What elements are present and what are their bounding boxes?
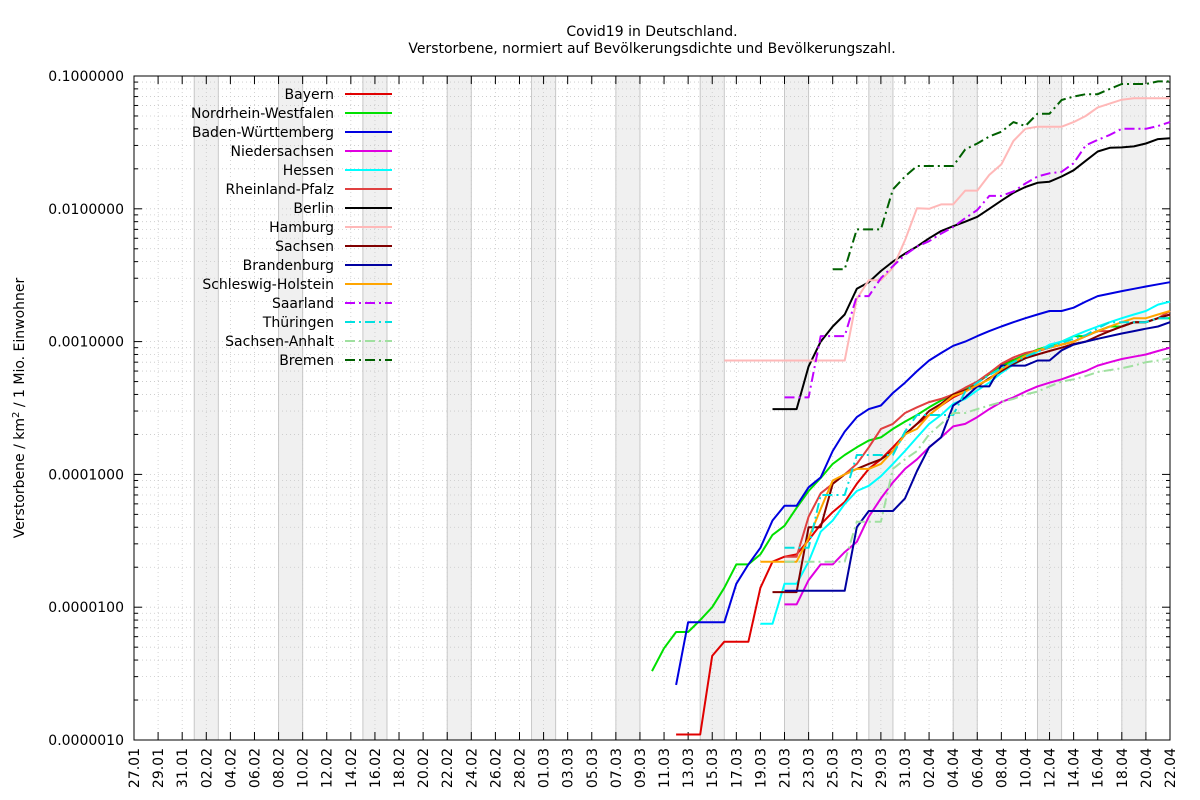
x-tick-label: 26.02 xyxy=(488,748,504,788)
x-tick-label: 27.01 xyxy=(127,748,143,788)
x-tick-label: 18.04 xyxy=(1115,748,1131,788)
x-tick-label: 13.03 xyxy=(681,748,697,788)
series-line xyxy=(724,97,1170,362)
x-tick-label: 16.04 xyxy=(1091,748,1107,788)
y-axis-label-main: Verstorbene / km xyxy=(12,418,28,538)
x-tick-label: 20.04 xyxy=(1139,748,1155,788)
legend-label: Bayern xyxy=(285,87,334,103)
x-tick-label: 01.03 xyxy=(537,748,553,788)
x-tick-label: 23.03 xyxy=(802,748,818,788)
x-tick-label: 29.01 xyxy=(151,748,167,788)
x-tick-label: 22.02 xyxy=(440,748,456,788)
x-tick-label: 10.02 xyxy=(296,748,312,788)
legend-label: Saarland xyxy=(272,296,334,312)
x-tick-label: 06.02 xyxy=(247,748,263,788)
x-tick-label: 12.02 xyxy=(320,748,336,788)
x-tick-label: 17.03 xyxy=(729,748,745,788)
series-lines xyxy=(651,80,1171,736)
series-line xyxy=(784,321,1171,592)
legend-label: Brandenburg xyxy=(243,258,334,274)
x-tick-label: 22.04 xyxy=(1163,748,1179,788)
series-line xyxy=(784,121,1171,399)
weekend-band xyxy=(278,75,304,741)
weekend-band xyxy=(1121,75,1147,741)
legend-label: Thüringen xyxy=(262,315,334,331)
legend-label: Bremen xyxy=(279,353,334,369)
weekend-band xyxy=(615,75,641,741)
x-tick-label: 19.03 xyxy=(753,748,769,788)
chart-title: Covid19 in Deutschland. xyxy=(566,24,737,40)
x-tick-label: 03.03 xyxy=(561,748,577,788)
weekend-band xyxy=(446,75,472,741)
x-tick-label: 31.03 xyxy=(898,748,914,788)
legend-label: Hamburg xyxy=(269,220,334,236)
x-tick-label: 27.03 xyxy=(850,748,866,788)
series-line xyxy=(675,281,1171,686)
x-tick-label: 02.02 xyxy=(199,748,215,788)
x-tick-label: 29.03 xyxy=(874,748,890,788)
x-tick-label: 04.04 xyxy=(946,748,962,788)
y-axis-label-superscript: 2 xyxy=(11,412,22,418)
x-tick-label: 09.03 xyxy=(633,748,649,788)
x-tick-label: 15.03 xyxy=(705,748,721,788)
legend-label: Sachsen xyxy=(275,239,334,255)
plot-frame xyxy=(133,75,1171,741)
x-tick-label: 21.03 xyxy=(778,748,794,788)
x-tick-label: 11.03 xyxy=(657,748,673,788)
series-line xyxy=(772,137,1171,411)
x-tick-label: 07.03 xyxy=(609,748,625,788)
y-tick-label: 0.0000010 xyxy=(48,733,124,749)
grid-lines xyxy=(133,76,1171,741)
y-tick-label: 0.0010000 xyxy=(48,335,124,351)
y-axis-label-rest: / 1 Mio. Einwohner xyxy=(12,277,28,411)
legend-label: Hessen xyxy=(283,163,334,179)
x-tick-label: 20.02 xyxy=(416,748,432,788)
series-line xyxy=(676,313,1171,736)
legend-label: Berlin xyxy=(293,201,334,217)
x-tick-label: 04.02 xyxy=(223,748,239,788)
x-tick-label: 24.02 xyxy=(464,748,480,788)
x-tick-label: 10.04 xyxy=(1018,748,1034,788)
x-tick-label: 16.02 xyxy=(368,748,384,788)
series-line xyxy=(784,317,1170,549)
y-tick-label: 0.0000100 xyxy=(48,600,124,616)
x-tick-label: 18.02 xyxy=(392,748,408,788)
x-tick-label: 28.02 xyxy=(512,748,528,788)
x-tick-label: 14.04 xyxy=(1067,748,1083,788)
series-line xyxy=(832,80,1170,271)
x-tick-label: 05.03 xyxy=(585,748,601,788)
series-line xyxy=(760,300,1171,625)
x-tick-label: 31.01 xyxy=(175,748,191,788)
x-tick-label: 02.04 xyxy=(922,748,938,788)
chart-subtitle: Verstorbene, normiert auf Bevölkerungsdi… xyxy=(408,41,895,57)
x-tick-label: 25.03 xyxy=(826,748,842,788)
series-line xyxy=(784,346,1171,606)
x-tick-label: 08.02 xyxy=(272,748,288,788)
legend-label: Nordrhein-Westfalen xyxy=(191,106,334,122)
legend-label: Baden-Württemberg xyxy=(192,125,334,141)
y-axis-label: Verstorbene / km2 / 1 Mio. Einwohner xyxy=(11,277,28,538)
series-line xyxy=(760,310,1171,563)
x-tick-label: 14.02 xyxy=(344,748,360,788)
legend-label: Rheinland-Pfalz xyxy=(226,182,334,198)
y-tick-label: 0.0100000 xyxy=(48,202,124,218)
x-tick-label: 06.04 xyxy=(970,748,986,788)
y-tick-label: 0.0001000 xyxy=(48,467,124,483)
series-line xyxy=(784,357,1171,563)
legend-label: Niedersachsen xyxy=(231,144,334,160)
x-tick-label: 08.04 xyxy=(994,748,1010,788)
x-tick-label: 12.04 xyxy=(1043,748,1059,788)
legend: Bayern Nordrhein-Westfalen Baden-Württembe… xyxy=(191,87,392,369)
y-tick-label: 0.1000000 xyxy=(48,69,124,85)
legend-label: Schleswig-Holstein xyxy=(202,277,334,293)
axis-ticks: 0.0000010 0.0000100 0.0001000 0.0010000 0.01… xyxy=(48,69,1179,788)
weekend-band xyxy=(952,75,978,741)
legend-label: Sachsen-Anhalt xyxy=(225,334,334,350)
